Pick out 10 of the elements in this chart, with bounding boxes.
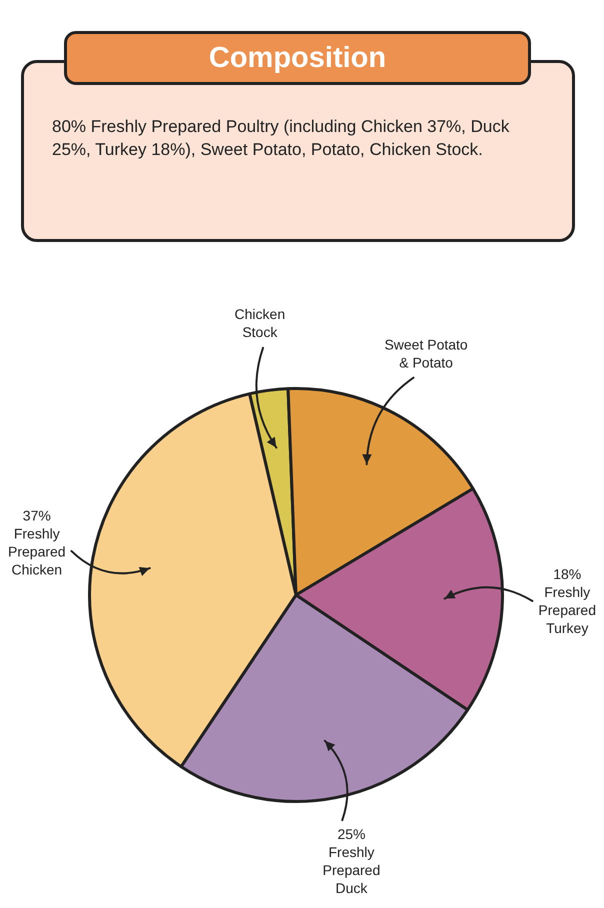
slice-label: Freshly Prepared Duck [322, 844, 380, 896]
data-label: 37% [22, 507, 51, 524]
slice-label: Sweet Potato & Potato [384, 336, 468, 370]
text: 80% Freshly Prepared Poultry (including Chicken 37%, Duck 25%, Turkey 18%), Sweet Potato, Potato, Chicken Stock. [52, 116, 510, 161]
slice-label: Chicken Stock [234, 306, 286, 340]
slice-label: Freshly Prepared Turkey [538, 584, 596, 636]
data-label: 18% [553, 566, 582, 582]
chart-title: Composition [64, 31, 531, 85]
slice-label: Freshly Prepared Chicken [8, 525, 66, 578]
data-label: 25% [337, 826, 366, 842]
